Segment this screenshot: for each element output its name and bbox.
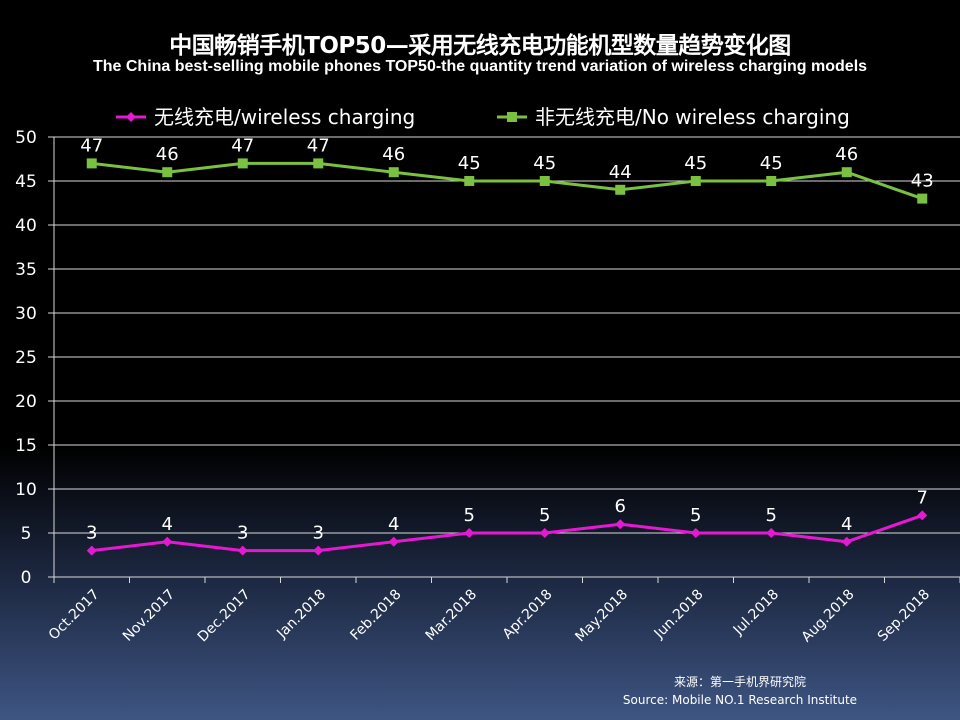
data-label-wireless-Oct.2017: 3 — [86, 523, 97, 544]
point-no-wireless-Mar.2018 — [464, 176, 475, 186]
x-tick-label-Jan.2018: Jan.2018 — [273, 587, 329, 643]
data-label-wireless-Jan.2018: 3 — [313, 523, 324, 544]
point-wireless-Jan.2018 — [313, 545, 324, 556]
point-no-wireless-Oct.2017 — [86, 158, 97, 169]
data-label-wireless-Jul.2018: 5 — [766, 505, 777, 526]
series-wireless: 3 4 3 3 4 5 5 6 5 5 4 7 — [86, 487, 928, 556]
data-label-wireless-Mar.2018: 5 — [464, 505, 475, 526]
data-label-no-wireless-Nov.2017: 46 — [156, 144, 179, 165]
point-wireless-Dec.2017 — [237, 545, 248, 556]
x-tick-label-Jun.2018: Jun.2018 — [651, 587, 707, 643]
data-label-wireless-Dec.2017: 3 — [237, 523, 248, 544]
point-wireless-Jun.2018 — [690, 528, 701, 538]
point-wireless-Apr.2018 — [539, 528, 550, 538]
legend-marker-no-wireless — [507, 112, 517, 122]
point-no-wireless-Sep.2018 — [917, 193, 928, 204]
legend-label-no-wireless: 非无线充电/No wireless charging — [535, 105, 850, 129]
x-axis-ticks: Oct.2017 Nov.2017 Dec.2017 Jan.2018 Feb.2018… — [46, 577, 960, 646]
source-note: 来源：第一手机界研究院 Source: Mobile NO.1 Research… — [600, 673, 880, 709]
point-no-wireless-Jul.2018 — [766, 176, 777, 186]
point-no-wireless-Jan.2018 — [313, 158, 324, 169]
y-tick-label-30: 30 — [15, 304, 37, 324]
x-tick-label-May.2018: May.2018 — [572, 587, 631, 646]
point-wireless-Aug.2018 — [841, 536, 852, 547]
x-tick-label-Mar.2018: Mar.2018 — [423, 587, 480, 644]
point-wireless-Mar.2018 — [464, 528, 475, 538]
data-label-no-wireless-Apr.2018: 45 — [533, 153, 556, 174]
data-label-wireless-Apr.2018: 5 — [539, 505, 550, 526]
y-axis-ticks: 0 5 10 15 20 25 30 35 40 45 50 — [15, 128, 54, 588]
data-label-no-wireless-May.2018: 44 — [609, 162, 632, 183]
data-label-no-wireless-Jan.2018: 47 — [307, 135, 330, 156]
source-en: Source: Mobile NO.1 Research Institute — [622, 693, 858, 707]
x-tick-label-Nov.2017: Nov.2017 — [120, 587, 178, 645]
point-no-wireless-Dec.2017 — [237, 158, 248, 169]
x-tick-label-Dec.2017: Dec.2017 — [195, 587, 254, 646]
legend-marker-wireless — [126, 112, 136, 122]
x-tick-label-Sep.2018: Sep.2018 — [875, 587, 933, 645]
point-wireless-Oct.2017 — [86, 545, 97, 556]
point-wireless-Nov.2017 — [162, 536, 173, 547]
point-wireless-May.2018 — [615, 519, 626, 530]
source-cn: 来源：第一手机界研究院 — [673, 675, 806, 689]
y-tick-label-0: 0 — [21, 568, 32, 588]
data-label-no-wireless-Mar.2018: 45 — [458, 153, 481, 174]
x-tick-label-Oct.2017: Oct.2017 — [46, 587, 103, 644]
y-tick-label-10: 10 — [15, 480, 37, 500]
gridlines — [54, 136, 960, 534]
legend-item-wireless: 无线充电/wireless charging — [116, 105, 415, 129]
legend: 无线充电/wireless charging 非无线充电/No wireless… — [116, 105, 850, 129]
data-label-wireless-Jun.2018: 5 — [690, 505, 701, 526]
data-label-wireless-Aug.2018: 4 — [841, 514, 852, 535]
data-label-wireless-Nov.2017: 4 — [162, 514, 173, 535]
chart-subtitle: The China best-selling mobile phones TOP… — [92, 58, 868, 75]
y-tick-label-35: 35 — [15, 260, 37, 280]
legend-item-no-wireless: 非无线充电/No wireless charging — [497, 105, 850, 129]
data-label-no-wireless-Aug.2018: 46 — [835, 144, 858, 165]
data-label-wireless-May.2018: 6 — [615, 496, 626, 517]
point-no-wireless-Feb.2018 — [388, 167, 399, 178]
point-wireless-Jul.2018 — [766, 528, 777, 538]
point-wireless-Feb.2018 — [388, 536, 399, 547]
point-no-wireless-Aug.2018 — [841, 167, 852, 178]
x-tick-label-Feb.2018: Feb.2018 — [347, 587, 404, 644]
y-tick-label-20: 20 — [15, 392, 37, 412]
data-label-wireless-Sep.2018: 7 — [917, 487, 928, 508]
x-tick-label-Aug.2018: Aug.2018 — [799, 587, 858, 646]
series-no-wireless: 47 46 47 47 46 45 45 44 45 45 46 43 — [80, 135, 934, 204]
data-label-no-wireless-Dec.2017: 47 — [231, 135, 254, 156]
y-tick-label-45: 45 — [15, 172, 37, 192]
y-tick-label-40: 40 — [15, 216, 37, 236]
data-label-no-wireless-Oct.2017: 47 — [80, 135, 103, 156]
data-label-no-wireless-Jul.2018: 45 — [760, 153, 783, 174]
point-no-wireless-Jun.2018 — [690, 176, 701, 186]
y-tick-label-5: 5 — [21, 524, 32, 544]
legend-label-wireless: 无线充电/wireless charging — [154, 105, 415, 129]
point-wireless-Sep.2018 — [917, 510, 928, 521]
y-tick-label-25: 25 — [15, 348, 37, 368]
point-no-wireless-Apr.2018 — [539, 176, 550, 186]
y-tick-label-50: 50 — [15, 128, 37, 148]
point-no-wireless-Nov.2017 — [162, 167, 173, 178]
data-label-no-wireless-Feb.2018: 46 — [382, 144, 405, 165]
data-label-wireless-Feb.2018: 4 — [388, 514, 399, 535]
data-label-no-wireless-Sep.2018: 43 — [911, 171, 934, 192]
chart-title: 中国畅销手机TOP50—采用无线充电功能机型数量趋势变化图 — [169, 33, 791, 59]
x-tick-label-Jul.2018: Jul.2018 — [730, 587, 782, 639]
data-label-no-wireless-Jun.2018: 45 — [684, 153, 707, 174]
series-line-wireless — [91, 513, 923, 553]
x-tick-label-Apr.2018: Apr.2018 — [500, 587, 556, 643]
series-line-no-wireless — [91, 161, 923, 201]
point-no-wireless-May.2018 — [615, 184, 626, 195]
y-tick-label-15: 15 — [15, 436, 37, 456]
